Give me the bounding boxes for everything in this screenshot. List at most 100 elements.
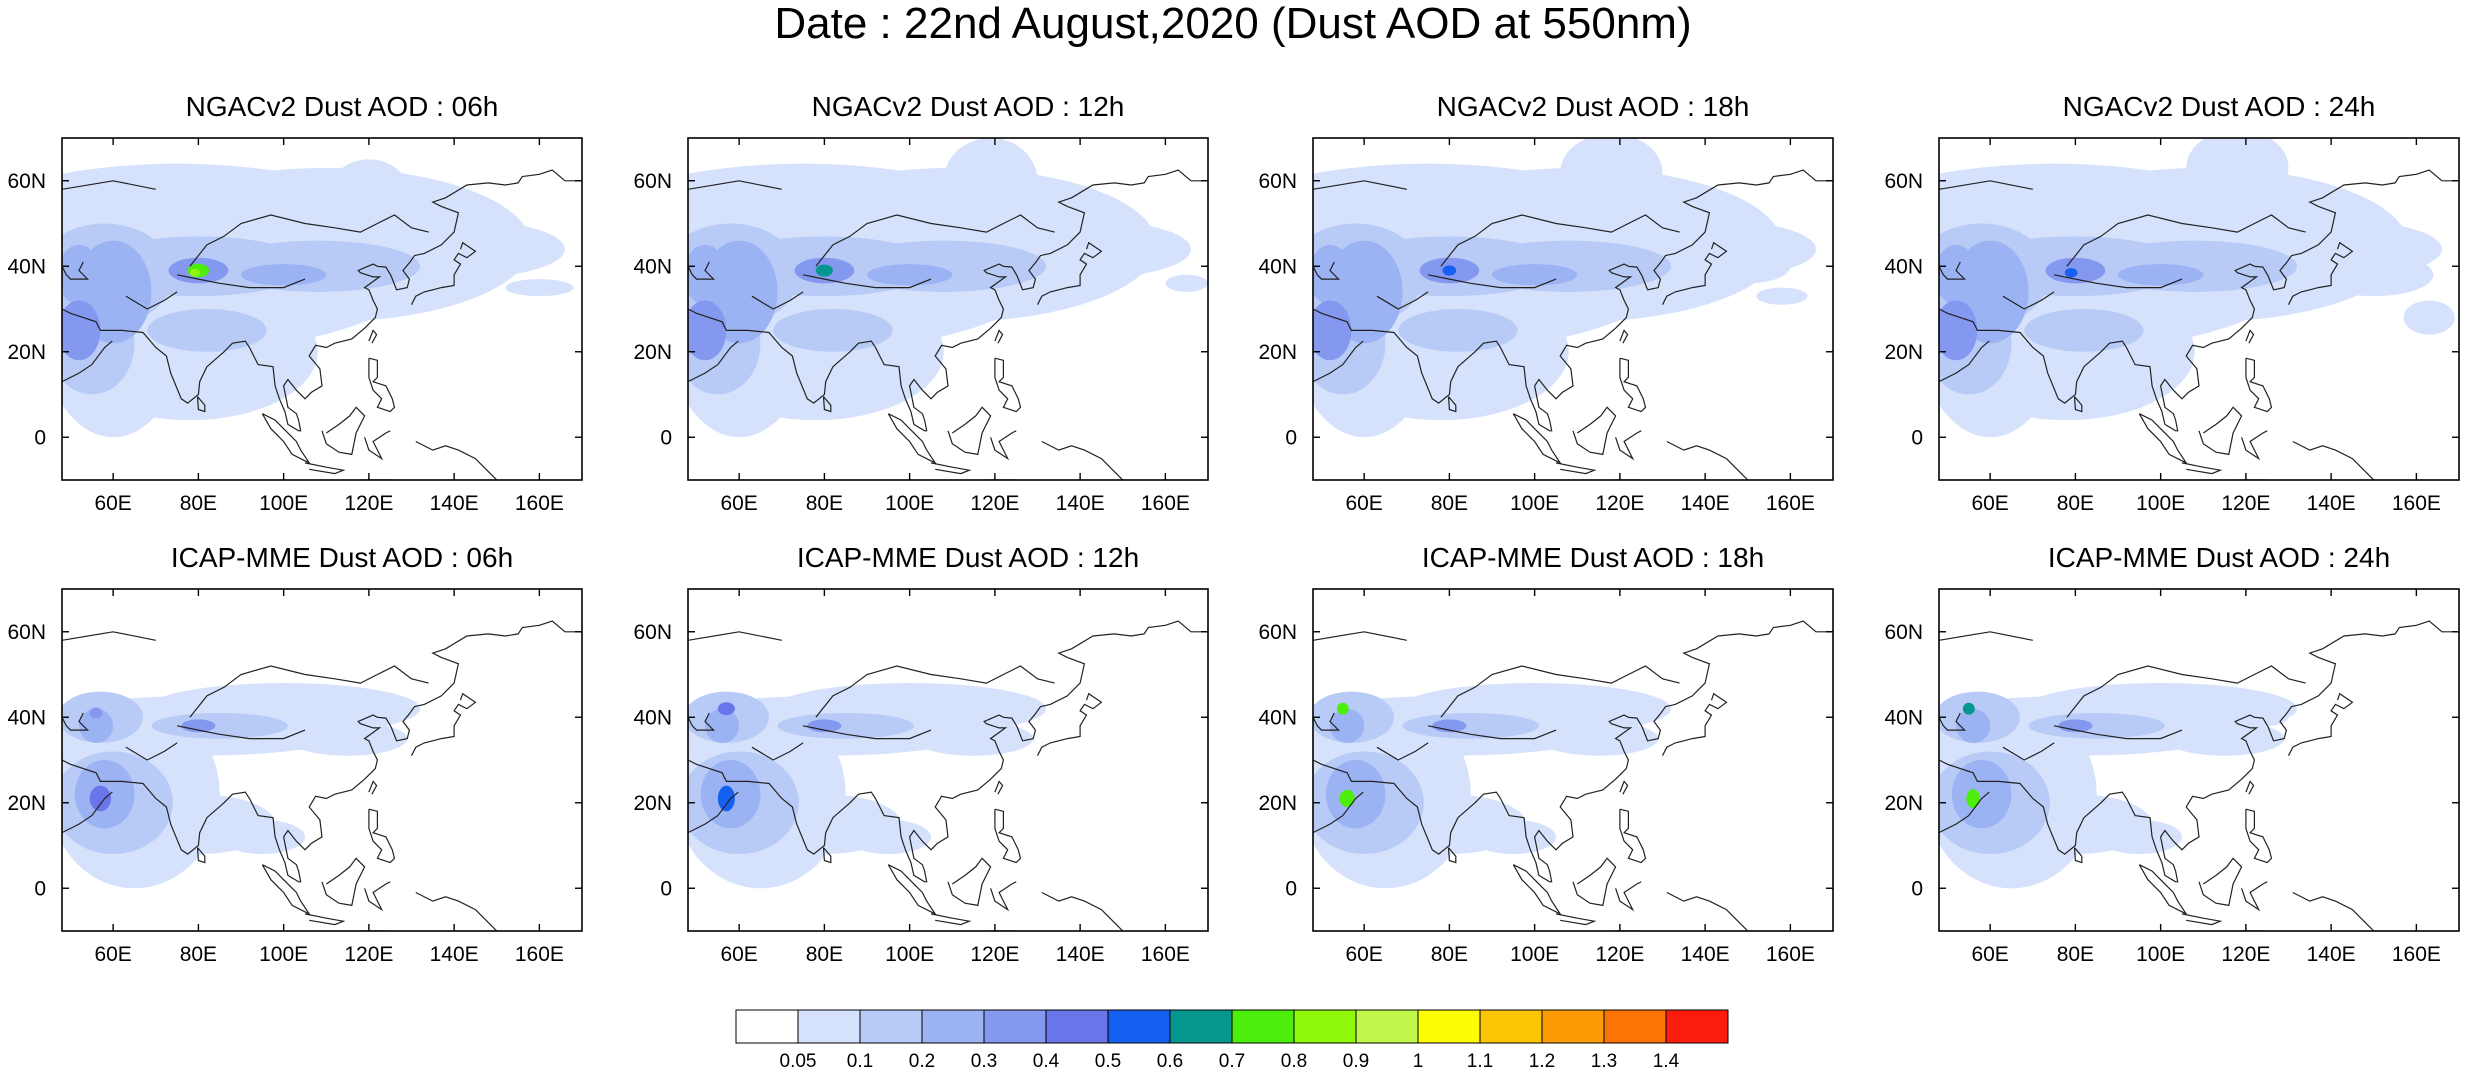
map-plot: 60E 80E 100E 120E 140E 160E 60N 40N 20N 0 [1258, 137, 1834, 515]
aod-field [1313, 620, 1833, 931]
y-tick-label: 40N [1884, 255, 1923, 278]
coastline [2138, 864, 2188, 916]
coastline [176, 274, 306, 289]
y-tick-label: 40N [633, 706, 672, 729]
colorbar-swatch [1479, 1009, 1543, 1044]
coastline [1939, 180, 2033, 190]
aod-patch [189, 268, 201, 277]
x-tick-label: 60E [720, 943, 757, 966]
y-tick-label: 60N [1258, 170, 1297, 193]
coastline [1939, 620, 2459, 883]
coastline [688, 791, 739, 834]
aod-patch [1951, 760, 2012, 829]
x-tick-label: 100E [1510, 943, 1559, 966]
coastline [1447, 396, 1457, 413]
coastline [62, 169, 582, 432]
x-tick-label: 140E [1681, 943, 1730, 966]
coastline [887, 864, 937, 916]
coastline [822, 396, 832, 413]
x-tick-label: 160E [1141, 492, 1190, 515]
coastline [2287, 241, 2354, 305]
aod-patch [89, 707, 103, 719]
y-tick-label: 20N [7, 341, 46, 364]
x-tick-label: 140E [2307, 943, 2356, 966]
map-panels-grid: NGACv2 Dust AOD : 06h 60E 80E 100E 120E 140E 1… [7, 91, 2460, 966]
colorbar-label: 1.3 [1591, 1051, 1617, 1072]
map-plot: 60E 80E 100E 120E 140E 160E 60N 40N 20N 0 [7, 137, 583, 515]
map-plot: 60E 80E 100E 120E 140E 160E 60N 40N 20N 0 [633, 137, 1209, 515]
coastline [2066, 665, 2306, 718]
coastline [1572, 857, 1617, 907]
aod-patch [1330, 708, 1365, 743]
coastline [688, 620, 1208, 883]
aod-patch [1939, 244, 1978, 305]
x-tick-label: 140E [430, 492, 479, 515]
coastline [1666, 440, 1749, 480]
map-plot: 60E 80E 100E 120E 140E 160E 60N 40N 20N 0 [1884, 588, 2460, 966]
coastline [62, 791, 113, 834]
coastline [2181, 462, 2223, 475]
y-tick-label: 60N [7, 170, 46, 193]
coastline [688, 180, 782, 190]
panel-title: ICAP-MME Dust AOD : 18h [1421, 542, 1765, 573]
coastline [1440, 665, 1680, 718]
x-tick-label: 100E [259, 943, 308, 966]
y-tick-label: 20N [7, 792, 46, 815]
coastline [2245, 780, 2255, 795]
colorbar-label: 1.1 [1467, 1051, 1493, 1072]
aod-patch [62, 244, 101, 305]
map-frame [61, 137, 583, 481]
x-tick-label: 100E [2136, 943, 2185, 966]
x-tick-label: 120E [1595, 943, 1644, 966]
coastline [368, 808, 396, 864]
coastline [196, 396, 206, 413]
panel-title: ICAP-MME Dust AOD : 24h [2047, 542, 2391, 573]
aod-patch [1339, 789, 1355, 808]
aod-field [1939, 138, 2459, 480]
aod-patch [1313, 300, 1352, 361]
map-panel-icap-06: ICAP-MME Dust AOD : 06h 60E 80E 100E 120E 140… [7, 543, 622, 1023]
aod-patch [705, 708, 740, 743]
aod-patch [505, 279, 574, 297]
map-plot: 60E 80E 100E 120E 140E 160E 60N 40N 20N 0 [1884, 137, 2460, 515]
coastline [2292, 891, 2375, 931]
coastline [321, 857, 366, 907]
y-tick-label: 60N [633, 170, 672, 193]
aod-field [62, 159, 582, 480]
coastline [2198, 857, 2243, 907]
aod-patch [807, 719, 842, 733]
y-tick-label: 40N [1258, 255, 1297, 278]
x-tick-label: 100E [1510, 492, 1559, 515]
coastline [688, 631, 782, 641]
aod-patch [1432, 719, 1467, 733]
coastline [802, 274, 932, 289]
map-frame [1938, 137, 2460, 481]
aod-patch [2245, 708, 2289, 726]
colorbar-label: 0.7 [1219, 1051, 1245, 1072]
coastline [62, 712, 90, 731]
y-tick-label: 0 [1911, 426, 1923, 449]
aod-patch [845, 819, 931, 855]
coastline [1512, 413, 1562, 465]
aod-patch [2314, 253, 2434, 297]
coastline [688, 261, 716, 280]
colorbar-swatch [1293, 1009, 1357, 1044]
coastline [368, 357, 396, 413]
aod-patch [1962, 702, 1975, 715]
aod-patch [688, 300, 727, 361]
coastline [1313, 631, 1407, 641]
coastline [1615, 881, 1642, 912]
coastline [1572, 406, 1617, 456]
map-frame [1312, 137, 1834, 481]
aod-field [688, 620, 1208, 931]
y-tick-label: 0 [34, 877, 46, 900]
coastline [1427, 274, 1557, 289]
coastline [410, 692, 477, 756]
panel-title: NGACv2 Dust AOD : 12h [811, 91, 1125, 122]
map-plot: 60E 80E 100E 120E 140E 160E 60N 40N 20N 0 [1258, 588, 1834, 966]
coastline [2053, 274, 2183, 289]
coastline [62, 620, 582, 883]
coastline [990, 881, 1017, 912]
coastline [2066, 214, 2306, 267]
colorbar-label: 0.05 [780, 1051, 817, 1072]
